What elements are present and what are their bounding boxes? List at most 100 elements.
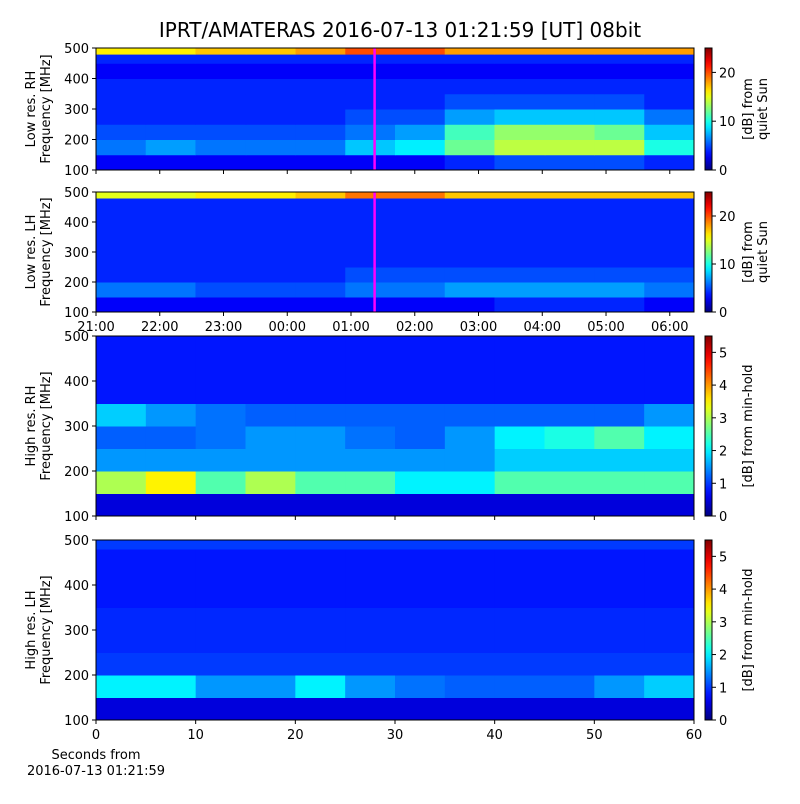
heatmap-cell	[245, 154, 297, 171]
colorbar	[704, 47, 713, 171]
heatmap-cell	[345, 267, 396, 283]
heatmap-cell	[245, 493, 296, 517]
heatmap-cell	[96, 222, 147, 238]
heatmap-cell	[494, 336, 545, 346]
heatmap-cell	[96, 345, 147, 359]
heatmap-cell	[444, 139, 495, 156]
heatmap-cell	[295, 345, 346, 359]
heatmap-cell	[145, 252, 196, 268]
heatmap-cell	[195, 54, 247, 64]
heatmap-cell	[395, 207, 446, 223]
heatmap-cell	[145, 607, 197, 631]
heatmap-cell	[594, 282, 645, 298]
y-axis-label: Frequency [MHz]	[39, 197, 54, 306]
x-tick-label: 50	[586, 728, 603, 743]
y-tick-label: 500	[64, 42, 89, 57]
heatmap-cell	[494, 207, 546, 223]
heatmap-cell	[145, 358, 197, 382]
heatmap-cell	[444, 607, 496, 631]
colorbar-tick-label: 1	[719, 681, 727, 696]
heatmap-cell	[594, 562, 645, 586]
heatmap-cell	[444, 78, 495, 95]
heatmap-cell	[594, 540, 645, 550]
heatmap-cell	[395, 282, 446, 298]
heatmap-cell	[145, 267, 196, 283]
heatmap-cell	[395, 493, 446, 517]
y-tick-label: 100	[64, 510, 89, 525]
heatmap-cell	[444, 426, 496, 449]
heatmap-cell	[644, 154, 695, 171]
heatmap-cell	[444, 198, 495, 208]
heatmap-cell	[395, 381, 446, 404]
heatmap-cell	[245, 426, 296, 449]
heatmap-cell	[594, 297, 645, 313]
colorbar-label: [dB] from	[741, 221, 756, 283]
heatmap-cell	[295, 93, 346, 110]
heatmap-cell	[594, 403, 645, 427]
heatmap-cell	[644, 426, 695, 449]
heatmap-cell	[295, 124, 346, 140]
heatmap-cell	[395, 192, 446, 199]
heatmap-cell	[295, 63, 346, 79]
heatmap-cell	[494, 381, 545, 404]
heatmap-cell	[444, 222, 495, 238]
heatmap-cell	[594, 267, 645, 283]
heatmap-cell	[494, 585, 545, 608]
heatmap-cell	[544, 448, 595, 472]
colorbar-tick-label: 5	[719, 550, 727, 565]
heatmap-cell	[195, 267, 247, 283]
y-tick-label: 300	[64, 246, 89, 261]
x-tick-label: 20	[287, 728, 304, 743]
heatmap-cell	[245, 540, 296, 550]
heatmap-cell	[544, 282, 596, 298]
heatmap-cell	[295, 109, 346, 125]
heatmap-cell	[96, 607, 147, 631]
heatmap-cell	[644, 675, 695, 698]
heatmap-cell	[594, 78, 645, 95]
heatmap-cell	[594, 63, 645, 79]
heatmap-cell	[195, 630, 246, 653]
heatmap-cell	[644, 124, 695, 140]
heatmap-cell	[96, 252, 147, 268]
y-tick-label: 100	[64, 164, 89, 179]
heatmap-cell	[345, 282, 396, 298]
heatmap-cell	[395, 652, 446, 676]
heatmap-cell	[544, 297, 596, 313]
y-axis-label: Low res. LH	[24, 215, 39, 290]
heatmap-cell	[295, 358, 346, 382]
heatmap-cell	[245, 54, 297, 64]
heatmap-cell	[295, 562, 346, 586]
heatmap-cell	[245, 336, 296, 346]
heatmap-cell	[245, 109, 297, 125]
heatmap-cell	[494, 607, 545, 631]
heatmap-cell	[544, 48, 596, 55]
heatmap-cell	[145, 403, 197, 427]
heatmap-cell	[195, 426, 246, 449]
heatmap-cell	[444, 493, 496, 517]
heatmap-cell	[644, 549, 695, 563]
y-tick-label: 500	[64, 330, 89, 345]
heatmap-cell	[395, 63, 446, 79]
heatmap-cell	[544, 358, 595, 382]
heatmap-cell	[145, 139, 196, 156]
colorbar	[704, 539, 713, 721]
heatmap-cell	[544, 426, 595, 449]
heatmap-cell	[345, 585, 396, 608]
heatmap-cell	[395, 252, 446, 268]
heatmap-cell	[644, 78, 695, 95]
y-tick-label: 200	[64, 465, 89, 480]
heatmap-cell	[96, 154, 147, 171]
heatmap-cell	[594, 48, 645, 55]
heatmap-cell	[644, 471, 695, 494]
heatmap-cell	[644, 697, 695, 721]
heatmap-cell	[594, 358, 645, 382]
heatmap-cell	[295, 585, 346, 608]
heatmap-cell	[494, 124, 546, 140]
x-tick-label: 21:00	[77, 320, 114, 335]
heatmap-cell	[295, 78, 346, 95]
heatmap-cell	[594, 345, 645, 359]
heatmap-cell	[245, 585, 296, 608]
heatmap-cell	[444, 403, 496, 427]
heatmap-cell	[594, 607, 645, 631]
x-axis-label: Seconds from	[51, 748, 140, 763]
